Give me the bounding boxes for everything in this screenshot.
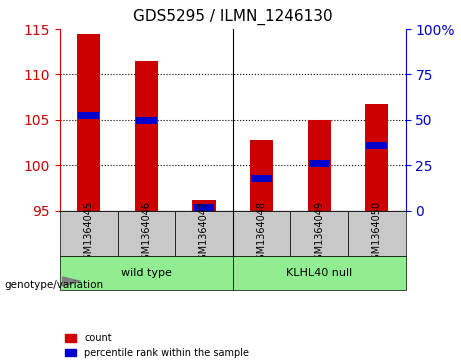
- Bar: [136, 117, 157, 124]
- Text: GSM1364048: GSM1364048: [257, 201, 266, 266]
- Text: GSM1364050: GSM1364050: [372, 201, 382, 266]
- Bar: [78, 111, 99, 119]
- Bar: [135, 61, 158, 211]
- Bar: [365, 104, 388, 211]
- FancyBboxPatch shape: [175, 211, 233, 256]
- FancyBboxPatch shape: [233, 211, 290, 256]
- Text: GSM1364046: GSM1364046: [142, 201, 151, 266]
- Text: KLHL40 null: KLHL40 null: [286, 268, 352, 278]
- Text: wild type: wild type: [121, 268, 172, 278]
- Bar: [194, 204, 214, 211]
- FancyBboxPatch shape: [60, 211, 118, 256]
- Title: GDS5295 / ILMN_1246130: GDS5295 / ILMN_1246130: [133, 9, 333, 25]
- Polygon shape: [62, 277, 81, 286]
- FancyBboxPatch shape: [60, 256, 233, 290]
- Text: GSM1364047: GSM1364047: [199, 201, 209, 266]
- Bar: [193, 200, 216, 211]
- Bar: [77, 33, 100, 211]
- Legend: count, percentile rank within the sample: count, percentile rank within the sample: [65, 333, 249, 358]
- Text: GSM1364049: GSM1364049: [314, 201, 324, 266]
- FancyBboxPatch shape: [348, 211, 406, 256]
- Bar: [251, 175, 272, 183]
- Text: GSM1364045: GSM1364045: [84, 201, 94, 266]
- FancyBboxPatch shape: [233, 256, 406, 290]
- FancyBboxPatch shape: [290, 211, 348, 256]
- Bar: [308, 120, 331, 211]
- Bar: [250, 140, 273, 211]
- Text: genotype/variation: genotype/variation: [5, 280, 104, 290]
- Bar: [309, 160, 330, 167]
- Bar: [366, 142, 387, 149]
- FancyBboxPatch shape: [118, 211, 175, 256]
